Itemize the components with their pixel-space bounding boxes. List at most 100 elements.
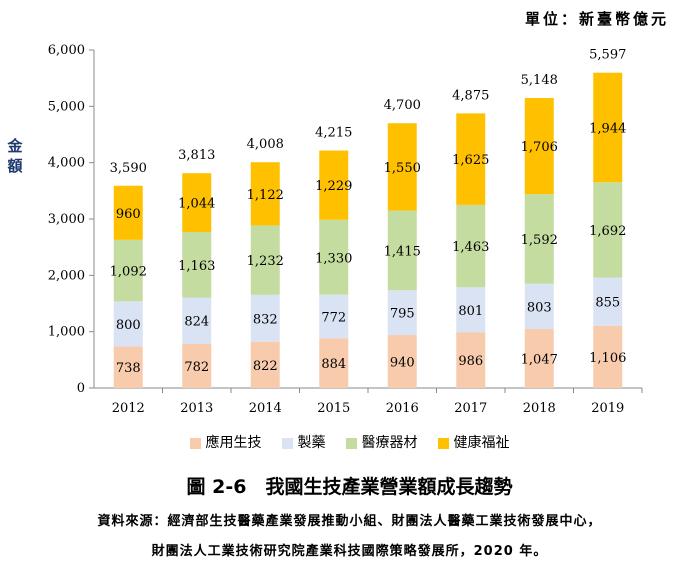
bar-segment — [593, 277, 623, 326]
data-label: 801 — [458, 304, 483, 319]
data-label: 824 — [184, 315, 209, 330]
y-tick-label: 5,000 — [48, 99, 85, 114]
stacked-bar-chart: 0 1,000 2,000 3,000 4,000 5,000 6,000 738 800 1,0… — [48, 43, 643, 416]
data-label: 960 — [116, 207, 141, 222]
y-tick-label: 4,000 — [48, 156, 85, 171]
legend-item: 健康福祉 — [437, 432, 510, 452]
data-label: 1,415 — [384, 244, 421, 259]
data-label: 1,944 — [589, 121, 626, 136]
total-label: 4,875 — [452, 88, 489, 103]
figure-title: 圖 2-6 我國生技產業營業額成長趨勢 — [186, 476, 513, 498]
data-label: 1,625 — [452, 153, 489, 168]
bar-segment — [113, 239, 143, 302]
data-label: 800 — [116, 318, 141, 333]
total-label: 3,590 — [110, 161, 147, 176]
bar-segment — [113, 185, 143, 240]
bar-segment — [524, 283, 554, 330]
total-label: 5,597 — [589, 48, 626, 63]
bar-segment — [524, 329, 554, 388]
bar-segment — [319, 294, 349, 339]
bar-segment — [456, 113, 486, 205]
y-tick-label: 3,000 — [48, 212, 85, 227]
data-label: 803 — [527, 300, 552, 315]
bar-segment — [250, 341, 280, 388]
legend: 應用生技 製藥 醫療器材 健康福祉 — [0, 432, 699, 452]
data-label: 1,047 — [521, 353, 558, 368]
legend-label: 醫療器材 — [361, 435, 418, 451]
total-label: 4,215 — [315, 126, 352, 141]
data-label: 1,463 — [452, 240, 489, 255]
bar-segment — [319, 219, 349, 295]
bar-segment — [387, 123, 417, 211]
legend-swatch — [281, 437, 293, 449]
y-tick-label: 6,000 — [48, 43, 85, 58]
legend-swatch — [345, 437, 357, 449]
bar-segment — [182, 343, 212, 388]
legend-item: 製藥 — [281, 432, 326, 452]
data-label: 782 — [184, 360, 209, 375]
bar-segment — [593, 72, 623, 183]
bar-segment — [593, 182, 623, 278]
total-label: 5,148 — [521, 73, 558, 88]
data-label: 1,592 — [521, 233, 558, 248]
data-label: 940 — [390, 356, 415, 371]
x-tick-label: 2015 — [317, 401, 350, 416]
bar-segment — [113, 346, 143, 388]
data-label: 884 — [321, 357, 346, 372]
bar-segment — [319, 338, 349, 388]
data-label: 1,330 — [315, 251, 352, 266]
bar-segment — [387, 290, 417, 336]
bar-segment — [524, 97, 554, 195]
data-label: 1,692 — [589, 224, 626, 239]
data-label: 795 — [390, 307, 415, 322]
total-label: 4,700 — [384, 98, 421, 113]
total-label: 4,008 — [247, 137, 284, 152]
x-tick-label: 2012 — [112, 401, 145, 416]
x-tick-label: 2014 — [249, 401, 282, 416]
data-label: 1,706 — [521, 140, 558, 155]
bar-segment — [250, 225, 280, 295]
data-label: 1,232 — [247, 254, 284, 269]
bar-segment — [182, 173, 212, 233]
total-label: 3,813 — [178, 148, 215, 163]
legend-label: 健康福祉 — [453, 435, 510, 451]
legend-label: 應用生技 — [205, 435, 262, 451]
data-label: 772 — [321, 310, 346, 325]
data-label: 1,122 — [247, 188, 284, 203]
bar-segment — [182, 297, 212, 344]
x-tick-label: 2016 — [386, 401, 419, 416]
y-tick-label: 2,000 — [48, 268, 85, 283]
legend-item: 應用生技 — [189, 432, 262, 452]
unit-label: 單位：新臺幣億元 — [524, 10, 669, 28]
x-tick-label: 2017 — [454, 401, 487, 416]
data-label: 986 — [458, 354, 483, 369]
legend-swatch — [189, 437, 201, 449]
bar-segment — [524, 194, 554, 284]
data-label: 822 — [253, 359, 278, 374]
source-line-1: 資料來源：經濟部生技醫藥產業發展推動小組、財團法人醫藥工業技術發展中心， — [97, 514, 602, 529]
data-label: 832 — [253, 312, 278, 327]
bar-segment — [593, 325, 623, 388]
data-label: 1,092 — [110, 265, 147, 280]
source-line-2: 財團法人工業技術研究院產業科技國際策略發展所，2020 年。 — [151, 544, 548, 559]
x-tick-label: 2019 — [591, 401, 624, 416]
data-label: 1,106 — [589, 351, 626, 366]
x-tick-label: 2018 — [523, 401, 556, 416]
y-axis-label: 金額 — [7, 137, 23, 175]
y-tick-label: 0 — [77, 381, 85, 396]
bar-segment — [319, 150, 349, 220]
bar-segment — [456, 204, 486, 288]
legend-item: 醫療器材 — [345, 432, 418, 452]
bar-segment — [250, 294, 280, 342]
bar-segment — [113, 301, 143, 347]
bar-segment — [456, 287, 486, 333]
bar-segment — [456, 332, 486, 388]
data-label: 855 — [595, 296, 620, 311]
bar-segment — [387, 210, 417, 291]
x-tick-label: 2013 — [180, 401, 213, 416]
legend-label: 製藥 — [297, 435, 326, 451]
bar-segment — [250, 162, 280, 226]
bar-segment — [182, 232, 212, 298]
data-label: 1,550 — [384, 161, 421, 176]
y-tick-label: 1,000 — [48, 325, 85, 340]
